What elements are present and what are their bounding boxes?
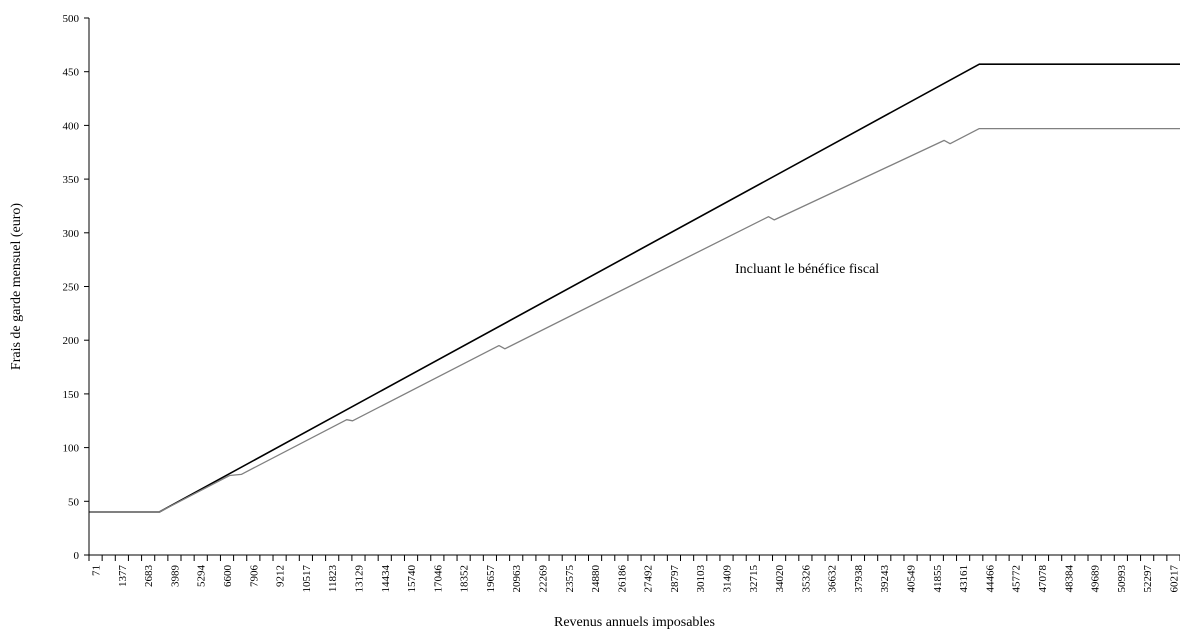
x-tick-label: 9212 <box>275 565 287 587</box>
series-annotation: Incluant le bénéfice fiscal <box>735 262 879 277</box>
y-tick-label: 300 <box>63 228 80 240</box>
x-tick-label: 47078 <box>1037 565 1049 593</box>
x-tick-label: 20963 <box>511 565 523 593</box>
x-tick-label: 48384 <box>1063 565 1075 593</box>
x-tick-label: 34020 <box>774 565 786 593</box>
x-tick-label: 60217 <box>1168 565 1180 593</box>
x-tick-label: 22269 <box>537 565 549 593</box>
x-tick-label: 49689 <box>1090 565 1102 593</box>
x-tick-label: 39243 <box>879 565 891 593</box>
y-axis-title: Frais de garde mensuel (euro) <box>9 203 24 370</box>
x-tick-label: 14434 <box>380 565 392 593</box>
x-tick-label: 52297 <box>1142 565 1154 593</box>
x-tick-label: 50993 <box>1116 565 1128 593</box>
x-tick-label: 10517 <box>301 565 313 593</box>
x-tick-label: 6600 <box>222 565 234 588</box>
y-tick-label: 150 <box>63 389 80 401</box>
x-tick-label: 43161 <box>958 565 970 593</box>
plot-area <box>89 63 1180 513</box>
y-tick-label: 0 <box>74 550 80 562</box>
x-tick-label: 35326 <box>800 565 812 593</box>
x-tick-label: 11823 <box>327 565 339 593</box>
x-tick-label: 45772 <box>1011 565 1023 593</box>
x-tick-label: 2683 <box>143 565 155 588</box>
x-tick-label: 32715 <box>748 565 760 593</box>
x-tick-label: 37938 <box>853 565 865 593</box>
x-tick-label: 26186 <box>616 565 628 593</box>
axes: 0 50 100 150 200 250 300 350 400 450 500 71 1377 2683… <box>63 13 1180 593</box>
series-line-1 <box>89 63 1180 513</box>
x-tick-label: 44466 <box>984 565 996 593</box>
x-tick-label: 13129 <box>353 565 365 593</box>
x-tick-label: 17046 <box>432 565 444 593</box>
x-tick-label: 15740 <box>406 565 418 593</box>
x-tick-label: 30103 <box>695 565 707 593</box>
y-tick-label: 50 <box>68 496 80 508</box>
x-tick-label: 40549 <box>906 565 918 593</box>
y-tick-label: 400 <box>63 120 80 132</box>
x-tick-label: 18352 <box>459 565 471 593</box>
x-tick-label: 23575 <box>564 565 576 593</box>
x-tick-label: 24880 <box>590 565 602 593</box>
y-tick-label: 100 <box>63 443 80 455</box>
x-tick-label: 7906 <box>248 565 260 588</box>
x-tick-label: 41855 <box>932 565 944 593</box>
x-tick-label: 28797 <box>669 565 681 593</box>
y-tick-label: 250 <box>63 282 80 294</box>
x-tick-label: 71 <box>91 565 103 576</box>
x-tick-label: 36632 <box>827 565 839 593</box>
y-tick-label: 200 <box>63 335 80 347</box>
series-line-2 <box>89 127 1180 513</box>
y-tick-label: 500 <box>63 13 80 25</box>
x-tick-label: 1377 <box>117 565 129 588</box>
y-tick-label: 450 <box>63 67 80 79</box>
x-axis-title: Revenus annuels imposables <box>554 615 715 630</box>
x-tick-label: 31409 <box>722 565 734 593</box>
x-tick-label: 5294 <box>196 565 208 588</box>
y-tick-label: 350 <box>63 174 80 186</box>
x-tick-label: 3989 <box>169 565 181 588</box>
x-tick-label: 19657 <box>485 565 497 593</box>
x-tick-label: 27492 <box>643 565 655 593</box>
